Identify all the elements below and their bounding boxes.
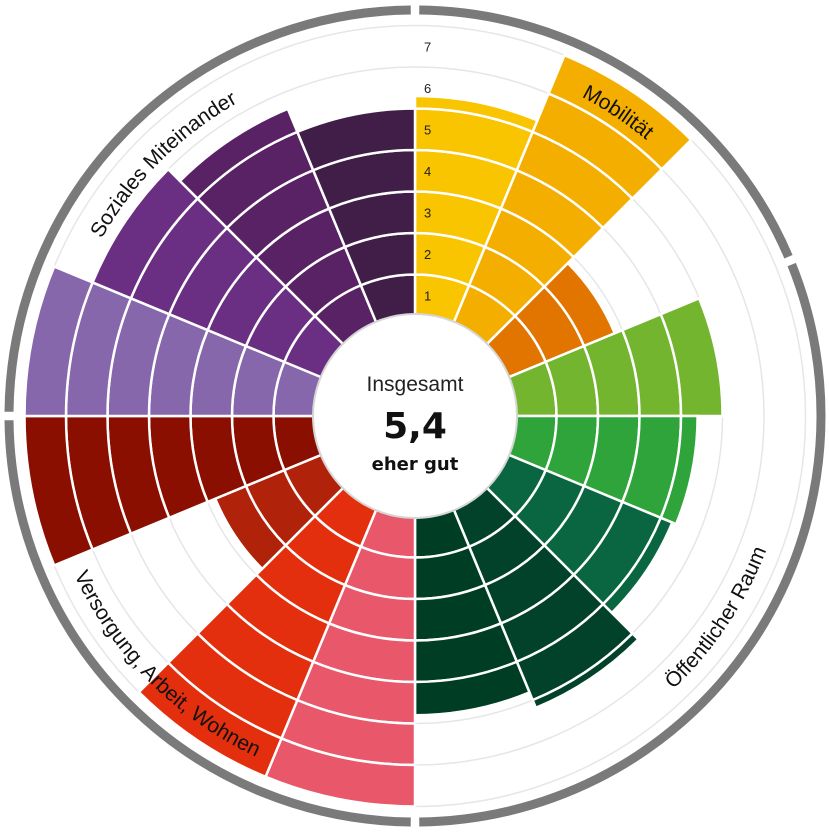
center-rating: eher gut xyxy=(372,454,459,475)
category-ring-arc xyxy=(419,262,826,827)
center-circle xyxy=(312,313,518,519)
center-summary: Insgesamt 5,4 eher gut xyxy=(312,313,518,519)
segment xyxy=(413,506,532,717)
segment-band xyxy=(531,631,641,710)
category-ring-arc xyxy=(4,420,411,827)
segment xyxy=(295,107,417,326)
tick-label: 3 xyxy=(424,205,431,220)
segment-band xyxy=(23,264,95,418)
segment xyxy=(23,414,325,568)
segment-band xyxy=(659,296,724,418)
tick-label: 5 xyxy=(424,122,431,137)
category-ring-arc xyxy=(4,5,411,412)
segment xyxy=(23,264,325,418)
segment-band xyxy=(137,661,284,779)
segment-band xyxy=(295,107,417,172)
tick-label: 6 xyxy=(424,81,431,96)
category-label: Öffentlicher Raum xyxy=(661,543,771,693)
tick-labels: 1 2 3 4 5 6 7 xyxy=(424,39,431,303)
tick-label: 7 xyxy=(424,39,431,54)
category-ring-arc xyxy=(419,5,793,259)
tick-label: 2 xyxy=(424,247,431,262)
center-title: Insgesamt xyxy=(367,373,464,396)
segment xyxy=(413,94,540,326)
segment xyxy=(483,452,674,615)
tick-label: 1 xyxy=(424,288,431,303)
category-ring xyxy=(4,5,826,827)
tick-label: 4 xyxy=(424,164,431,179)
segment-band xyxy=(546,53,693,171)
center-value: 5,4 xyxy=(383,406,447,447)
segment xyxy=(505,414,699,526)
segment xyxy=(263,506,417,808)
